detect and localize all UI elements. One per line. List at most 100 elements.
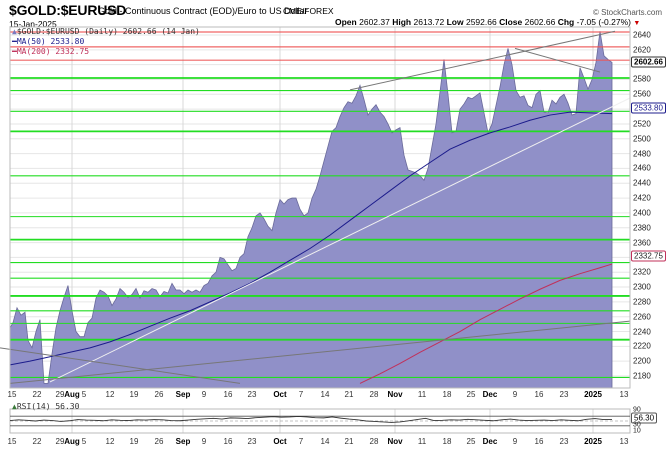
chg-value: -7.05 (-0.27%) xyxy=(576,17,631,27)
x-tick-label: Nov xyxy=(387,437,403,446)
down-arrow-icon: ▼ xyxy=(633,20,641,27)
chart-date: 15-Jan-2025 xyxy=(9,19,57,29)
chart-title-symbol: $GOLD:$EURUSD xyxy=(9,2,127,18)
open-label: Open xyxy=(335,17,357,27)
x-tick-label: 13 xyxy=(619,437,629,446)
legend-rsi-text: RSI(14) 56.30 xyxy=(16,402,80,411)
x-tick-label: 11 xyxy=(417,437,427,446)
ohlc-summary: Open 2602.37 High 2613.72 Low 2592.66 Cl… xyxy=(335,17,640,27)
x-tick-label: 12 xyxy=(105,437,115,446)
high-label: High xyxy=(392,17,412,27)
x-tick-label: 9 xyxy=(201,437,207,446)
open-value: 2602.37 xyxy=(359,17,390,27)
rsi-tag: 56.30 xyxy=(631,412,658,424)
exchange-label: CME/FOREX xyxy=(283,6,334,16)
x-tick-label: 15 xyxy=(7,437,17,446)
chart-subtitle: Gold - Continuous Contract (EOD)/Euro to… xyxy=(98,6,308,16)
ma200-tag: 2332.75 xyxy=(631,250,666,262)
high-value: 2613.72 xyxy=(413,17,445,27)
y-tick-label: 2240 xyxy=(633,327,651,337)
x-tick-label: Sep xyxy=(175,390,191,399)
x-tick-label: 5 xyxy=(81,390,87,399)
legend-ma200: ━MA(200) 2332.75 xyxy=(12,47,89,56)
x-tick-label: 22 xyxy=(32,390,42,399)
y-tick-label: 2400 xyxy=(633,208,651,218)
legend-price: ▲$GOLD:$EURUSD (Daily) 2602.66 (14 Jan) xyxy=(12,27,200,36)
rsi-level-90: 90 xyxy=(633,406,641,414)
ma200-swatch-icon: ━ xyxy=(12,47,17,56)
stockcharts-credit: © StockCharts.com xyxy=(592,8,662,17)
x-tick-label: 9 xyxy=(201,390,207,399)
x-tick-label: 14 xyxy=(320,437,330,446)
x-tick-label: 23 xyxy=(247,437,257,446)
x-tick-label: 16 xyxy=(534,437,544,446)
x-tick-label: 26 xyxy=(154,390,164,399)
rsi-level-30: 30 xyxy=(633,421,641,429)
x-tick-label: Dec xyxy=(482,437,498,446)
y-tick-label: 2640 xyxy=(633,30,651,40)
y-tick-label: 2320 xyxy=(633,267,651,277)
x-tick-label: 7 xyxy=(298,437,304,446)
y-tick-label: 2580 xyxy=(633,74,651,84)
x-tick-label: Dec xyxy=(482,390,498,399)
chg-label: Chg xyxy=(557,17,575,27)
y-tick-label: 2360 xyxy=(633,238,651,248)
y-tick-label: 2440 xyxy=(633,178,651,188)
y-tick-label: 2280 xyxy=(633,297,651,307)
x-tick-label: 28 xyxy=(369,390,379,399)
ma50-swatch-icon: ━ xyxy=(12,37,17,46)
plot-frame xyxy=(9,26,631,389)
x-tick-label: 23 xyxy=(559,437,569,446)
price-tag: 2602.66 xyxy=(631,56,666,68)
legend-ma50: ━MA(50) 2533.80 xyxy=(12,37,84,46)
rsi-panel xyxy=(9,415,630,427)
x-tick-label: Sep xyxy=(175,437,191,446)
x-tick-label: Nov xyxy=(387,390,403,399)
x-tick-label: 9 xyxy=(512,437,518,446)
x-tick-label: 23 xyxy=(559,390,569,399)
x-tick-label: 11 xyxy=(417,390,427,399)
y-tick-label: 2460 xyxy=(633,163,651,173)
x-tick-label: 23 xyxy=(247,390,257,399)
x-tick-label: 19 xyxy=(129,390,139,399)
legend-ma50-text: MA(50) 2533.80 xyxy=(16,37,85,46)
price-area xyxy=(9,31,613,389)
legend-rsi: ▲RSI(14) 56.30 xyxy=(12,402,79,411)
x-tick-label: 16 xyxy=(534,390,544,399)
x-tick-label: 9 xyxy=(512,390,518,399)
x-tick-label: 16 xyxy=(223,437,233,446)
x-tick-label: 13 xyxy=(619,390,629,399)
y-tick-label: 2520 xyxy=(633,119,651,129)
x-tick-label: 14 xyxy=(320,390,330,399)
close-value: 2602.66 xyxy=(524,17,556,27)
x-tick-label: 2025 xyxy=(584,437,602,446)
x-tick-label: 21 xyxy=(344,437,354,446)
ma50-line xyxy=(9,111,613,366)
close-label: Close xyxy=(499,17,523,27)
x-tick-label: Aug xyxy=(64,437,80,446)
x-tick-label: Aug xyxy=(64,390,80,399)
low-value: 2592.66 xyxy=(465,17,497,27)
area-icon: ▲ xyxy=(12,27,17,36)
x-tick-label: 21 xyxy=(344,390,354,399)
y-tick-label: 2480 xyxy=(633,149,651,159)
x-tick-label: 29 xyxy=(55,437,65,446)
y-tick-label: 2380 xyxy=(633,223,651,233)
x-tick-label: 28 xyxy=(369,437,379,446)
x-tick-label: 19 xyxy=(129,437,139,446)
x-tick-label: 5 xyxy=(81,437,87,446)
x-tick-label: 16 xyxy=(223,390,233,399)
y-tick-label: 2180 xyxy=(633,371,651,381)
y-tick-label: 2220 xyxy=(633,341,651,351)
x-tick-label: 12 xyxy=(105,390,115,399)
rsi-icon: ▲ xyxy=(12,402,17,411)
x-tick-label: 15 xyxy=(7,390,17,399)
x-tick-label: 2025 xyxy=(584,390,602,399)
legend-price-text: $GOLD:$EURUSD (Daily) 2602.66 (14 Jan) xyxy=(16,27,200,36)
y-tick-label: 2300 xyxy=(633,282,651,292)
y-tick-label: 2420 xyxy=(633,193,651,203)
y-tick-label: 2260 xyxy=(633,312,651,322)
trendlines xyxy=(0,30,631,384)
y-tick-label: 2560 xyxy=(633,89,651,99)
